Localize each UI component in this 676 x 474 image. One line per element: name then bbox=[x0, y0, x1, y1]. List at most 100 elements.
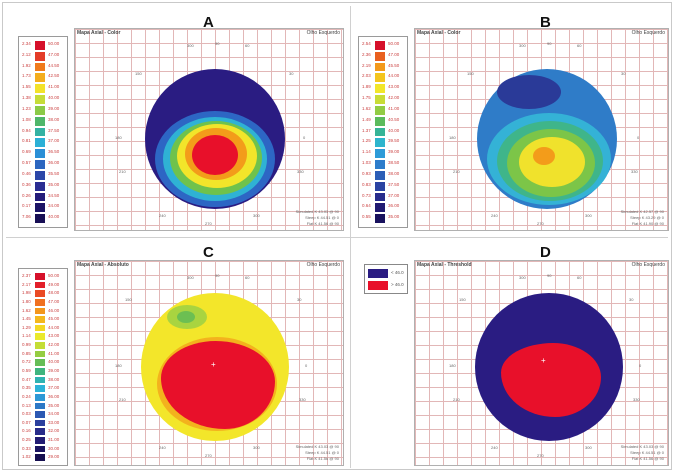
scale-row: 0.13 35.00 bbox=[19, 402, 67, 411]
tick-label: 150 bbox=[125, 297, 132, 302]
legend-label: < 46.0 bbox=[391, 270, 404, 275]
tick-label: 300 bbox=[253, 213, 260, 218]
vertical-divider bbox=[350, 6, 351, 468]
scale-right-value: 31.00 bbox=[48, 437, 60, 443]
tick-label: 270 bbox=[205, 221, 212, 226]
tick-label: 180 bbox=[449, 363, 456, 368]
panel-label-b: B bbox=[540, 14, 551, 31]
scale-row: 1.14 39.00 bbox=[359, 148, 407, 159]
scale-row: 1.37 40.00 bbox=[359, 127, 407, 138]
scale-right-value: 35.50 bbox=[48, 170, 60, 176]
scale-swatch bbox=[35, 170, 45, 180]
info-line: Steep K 44.51 @ 0 bbox=[305, 450, 339, 455]
scale-row: 1.03 38.50 bbox=[359, 159, 407, 170]
scale-row: 0.26 34.50 bbox=[19, 192, 67, 203]
scale-swatch bbox=[35, 116, 45, 126]
scale-right-value: 36.50 bbox=[48, 149, 60, 155]
scale-left-value: 7.06 bbox=[22, 214, 31, 220]
scale-row: 0.25 31.00 bbox=[19, 436, 67, 445]
scale-swatch bbox=[375, 203, 385, 213]
scale-row: 1.25 39.50 bbox=[359, 137, 407, 148]
scale-swatch bbox=[375, 181, 385, 191]
scale-left-value: 0.16 bbox=[22, 428, 31, 434]
map-b: Mapa Axial - Color Olho Esquerdo 300 90 … bbox=[414, 28, 669, 231]
contour-orange bbox=[533, 147, 555, 165]
contour-red bbox=[192, 135, 238, 175]
scale-right-value: 39.00 bbox=[388, 149, 400, 155]
info-line: Simulated K 43.03 @ 90 bbox=[295, 444, 339, 449]
scale-left-value: 1.62 bbox=[22, 307, 31, 313]
scale-swatch bbox=[375, 41, 385, 50]
scale-row: 1.62 41.00 bbox=[359, 105, 407, 116]
scale-right-value: 43.00 bbox=[388, 84, 400, 90]
scale-right-value: 38.00 bbox=[48, 116, 60, 122]
scale-row: 0.03 34.00 bbox=[19, 410, 67, 419]
scale-swatch bbox=[35, 290, 45, 297]
tick-label: 150 bbox=[135, 71, 142, 76]
info-line: Steep K 44.51 @ 0 bbox=[630, 450, 664, 455]
tick-label: 240 bbox=[491, 445, 498, 450]
scale-row: 0.33 30.00 bbox=[19, 445, 67, 454]
scale-left-value: 1.25 bbox=[362, 138, 371, 144]
scale-right-value: 41.00 bbox=[388, 105, 400, 111]
tick-label: 30 bbox=[297, 297, 302, 302]
scale-right-value: 39.50 bbox=[388, 138, 400, 144]
scale-left-value: 1.29 bbox=[22, 324, 31, 330]
scale-row: 1.89 43.00 bbox=[359, 83, 407, 94]
scale-left-value: 2.54 bbox=[362, 41, 371, 46]
scale-swatch bbox=[35, 127, 45, 137]
tick-label: 90 bbox=[215, 41, 220, 46]
color-scale-a: 2.34 50.00 2.12 47.00 1.92 44.50 1.73 42.50 1.55… bbox=[18, 36, 68, 228]
scale-left-value: 0.73 bbox=[362, 192, 371, 198]
scale-row: 0.94 37.50 bbox=[19, 127, 67, 138]
tick-label: 180 bbox=[115, 135, 122, 140]
scale-left-value: 0.35 bbox=[22, 385, 31, 391]
tick-label: 240 bbox=[159, 213, 166, 218]
tick-label: 240 bbox=[491, 213, 498, 218]
scale-row: 7.06 40.00 bbox=[19, 213, 67, 224]
scale-row: 2.19 45.50 bbox=[359, 62, 407, 73]
scale-right-value: 47.00 bbox=[48, 51, 60, 57]
keratometry-info: Simulated K 43.03 @ 90 Steep K 44.51 @ 0… bbox=[296, 209, 339, 227]
scale-right-value: 38.00 bbox=[48, 376, 60, 382]
scale-swatch bbox=[35, 273, 45, 280]
scale-swatch bbox=[375, 160, 385, 169]
map-title: Mapa Axial - Color bbox=[77, 30, 121, 36]
scale-left-value: 1.92 bbox=[22, 62, 31, 68]
scale-left-value: 0.64 bbox=[362, 203, 371, 209]
scale-right-value: 37.00 bbox=[48, 138, 60, 144]
scale-left-value: 2.12 bbox=[22, 51, 31, 57]
tick-label: 210 bbox=[453, 397, 460, 402]
scale-left-value: 0.93 bbox=[362, 170, 371, 176]
scale-left-value: 0.24 bbox=[22, 393, 31, 399]
scale-right-value: 41.00 bbox=[48, 84, 60, 90]
scale-right-value: 39.00 bbox=[48, 368, 60, 373]
tick-label: 0 bbox=[303, 135, 306, 140]
scale-right-value: 42.00 bbox=[48, 342, 60, 348]
scale-swatch bbox=[375, 127, 385, 137]
scale-left-value: 1.49 bbox=[362, 116, 371, 122]
scale-row: 0.64 36.00 bbox=[359, 202, 407, 213]
figure-frame bbox=[2, 2, 672, 470]
scale-swatch bbox=[375, 149, 385, 159]
tick-label: 150 bbox=[459, 297, 466, 302]
keratometry-info: Simulated K 43.03 @ 90 Steep K 44.51 @ 0… bbox=[621, 444, 664, 462]
eye-label: Olho Esquerdo bbox=[306, 262, 340, 268]
scale-swatch bbox=[35, 51, 45, 61]
scale-swatch bbox=[35, 402, 45, 410]
tick-label: 330 bbox=[297, 169, 304, 174]
scale-right-value: 36.00 bbox=[388, 203, 400, 209]
contour-green-dark bbox=[177, 311, 195, 323]
map-title: Mapa Axial - Threshold bbox=[417, 262, 472, 268]
scale-row: 1.75 42.00 bbox=[359, 94, 407, 105]
info-line: Simulated K 43.03 @ 90 bbox=[620, 444, 664, 449]
info-line: Simulated K 43.03 @ 90 bbox=[295, 209, 339, 214]
scale-right-value: 39.00 bbox=[48, 105, 60, 111]
scale-row: 0.36 35.00 bbox=[19, 181, 67, 192]
scale-left-value: 0.46 bbox=[22, 170, 31, 176]
scale-left-value: 0.85 bbox=[22, 350, 31, 356]
scale-right-value: 40.00 bbox=[388, 127, 400, 133]
tick-label: 0 bbox=[305, 363, 308, 368]
tick-label: 300 bbox=[519, 43, 526, 48]
scale-right-value: 37.00 bbox=[48, 385, 60, 391]
